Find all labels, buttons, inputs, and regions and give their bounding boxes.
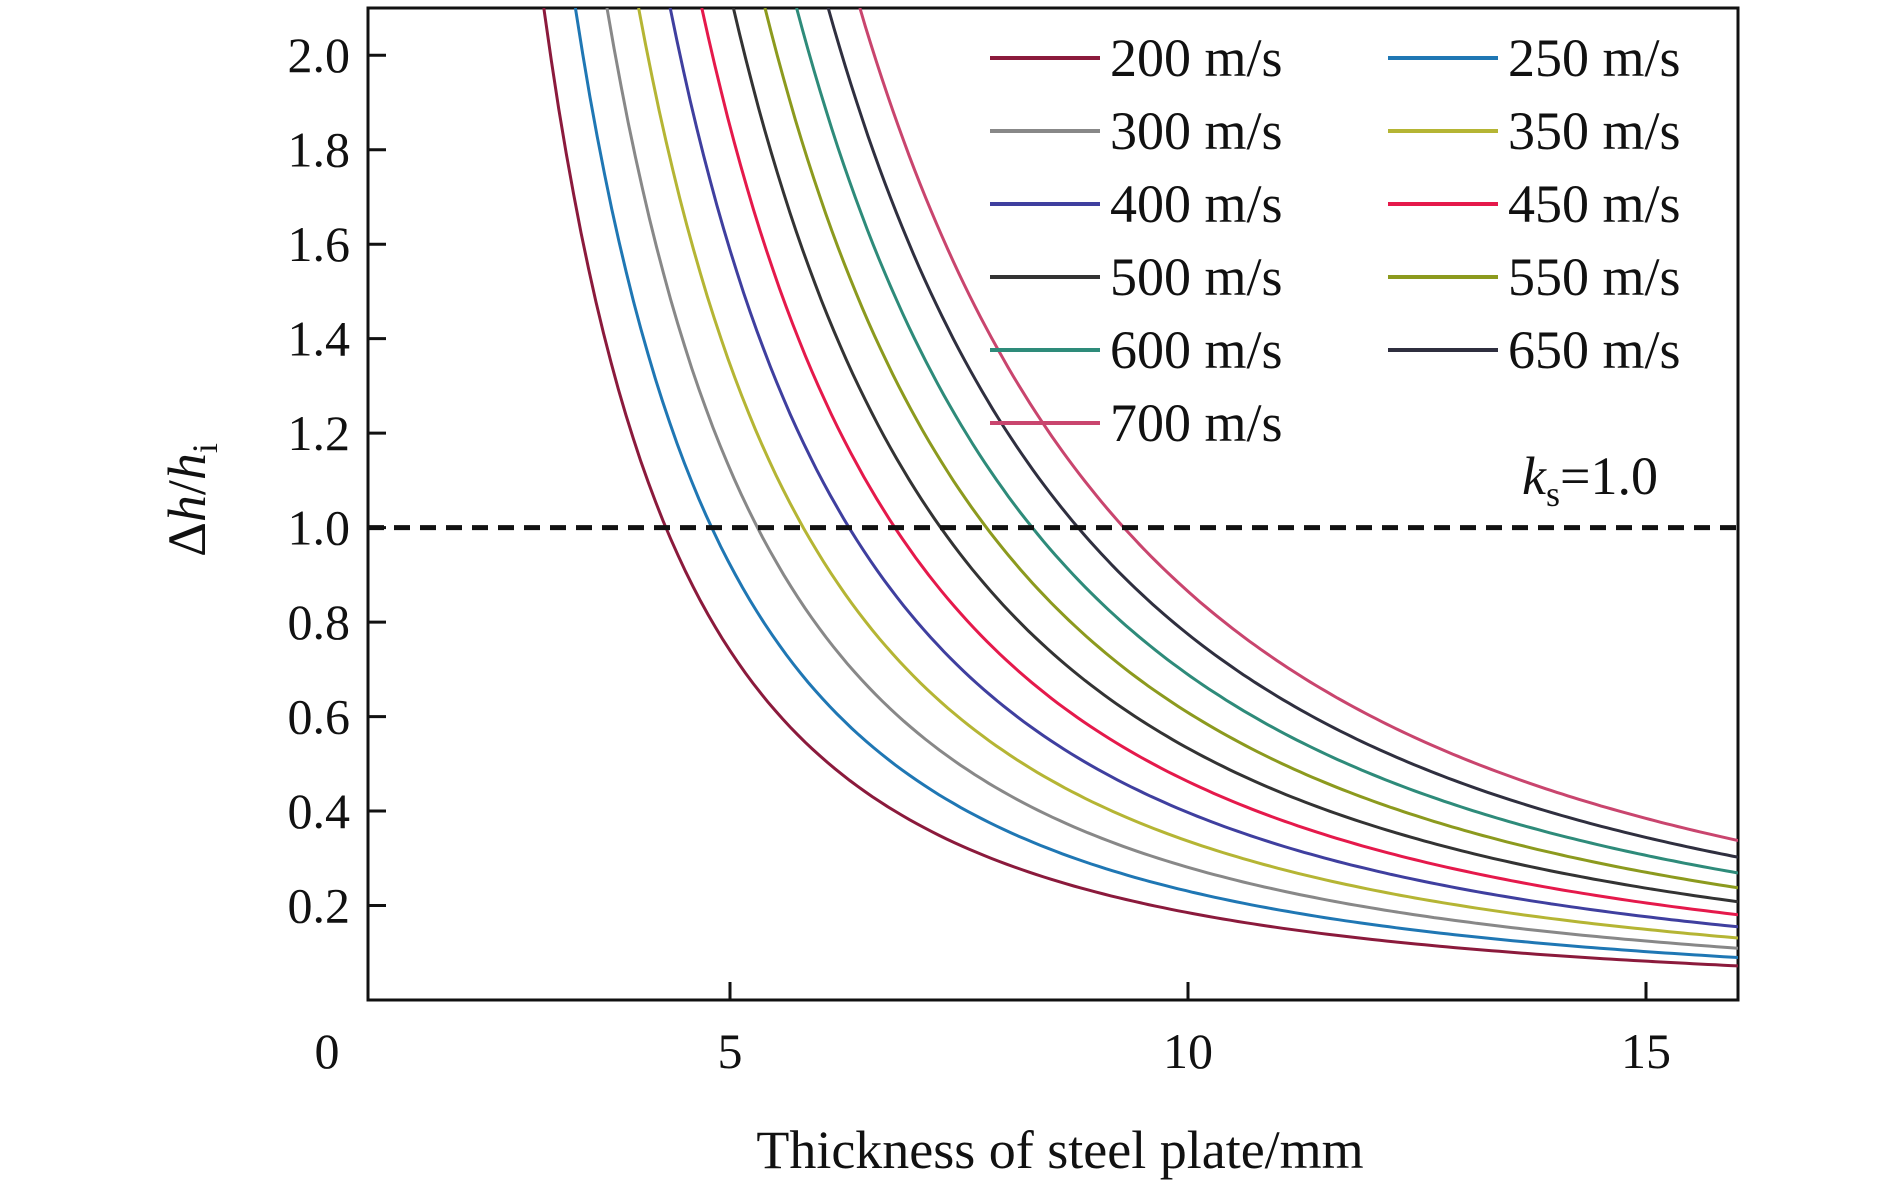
x-tick-label: 5 — [718, 1023, 743, 1079]
x-tick-label: 0 — [315, 1023, 340, 1079]
legend-label: 350 m/s — [1508, 101, 1681, 161]
y-tick-label: 0.6 — [288, 689, 351, 745]
legend-label: 400 m/s — [1110, 174, 1283, 234]
plot-border — [366, 6, 1740, 1002]
y-axis-title-h2: h — [157, 453, 217, 480]
legend-label: 550 m/s — [1508, 247, 1681, 307]
y-axis-title: Δh/hi — [157, 443, 225, 557]
legend-label: 450 m/s — [1508, 174, 1681, 234]
y-axis-title-slash: / — [157, 480, 217, 495]
y-axis-title-h: h — [157, 495, 217, 522]
ref-label-sub: s — [1546, 474, 1560, 514]
legend-label: 500 m/s — [1110, 247, 1283, 307]
y-axis-title-sub: i — [185, 443, 225, 453]
legend-label: 700 m/s — [1110, 393, 1283, 453]
legend-label: 250 m/s — [1508, 28, 1681, 88]
x-tick-label: 15 — [1621, 1023, 1671, 1079]
y-tick-label: 2.0 — [288, 27, 351, 83]
legend: 200 m/s 250 m/s 300 m/s 350 m/s 400 m/s 450 m… — [990, 28, 1681, 453]
y-tick-label: 1.0 — [288, 500, 351, 556]
ref-label-rest: =1.0 — [1560, 446, 1658, 506]
y-tick-label: 1.2 — [288, 405, 351, 461]
y-tick-label: 0.8 — [288, 594, 351, 650]
series-line-350-m-s — [637, 8, 1738, 940]
series-line-450-m-s — [700, 8, 1738, 917]
x-axis-title: Thickness of steel plate/mm — [756, 1120, 1363, 1180]
legend-label: 200 m/s — [1110, 28, 1283, 88]
series-line-300-m-s — [605, 8, 1738, 950]
y-tick-label: 0.4 — [288, 783, 351, 839]
legend-label: 600 m/s — [1110, 320, 1283, 380]
x-tick-label: 10 — [1163, 1023, 1213, 1079]
series-line-200-m-s — [542, 8, 1738, 968]
legend-label: 650 m/s — [1508, 320, 1681, 380]
series-line-500-m-s — [731, 8, 1738, 904]
y-tick-label: 1.8 — [288, 122, 351, 178]
series-line-700-m-s — [858, 8, 1738, 842]
ref-label-k: k — [1522, 446, 1547, 506]
series-line-650-m-s — [826, 8, 1738, 859]
y-tick-label: 0.2 — [288, 878, 351, 934]
plot-frame — [366, 6, 1740, 1002]
series-line-250-m-s — [573, 8, 1738, 959]
y-axis-title-delta: Δ — [157, 522, 217, 557]
y-tick-label: 1.4 — [288, 311, 351, 367]
y-tick-label: 1.6 — [288, 216, 351, 272]
reference-line-label: ks=1.0 — [1522, 446, 1658, 514]
legend-label: 300 m/s — [1110, 101, 1283, 161]
x-axis-ticks: 0 5 10 15 — [315, 982, 1671, 1079]
series-line-600-m-s — [795, 8, 1738, 875]
y-axis-ticks: 0.2 0.4 0.6 0.8 1.0 1.2 1.4 1.6 1.8 2.0 — [288, 27, 386, 934]
series-line-550-m-s — [763, 8, 1738, 890]
